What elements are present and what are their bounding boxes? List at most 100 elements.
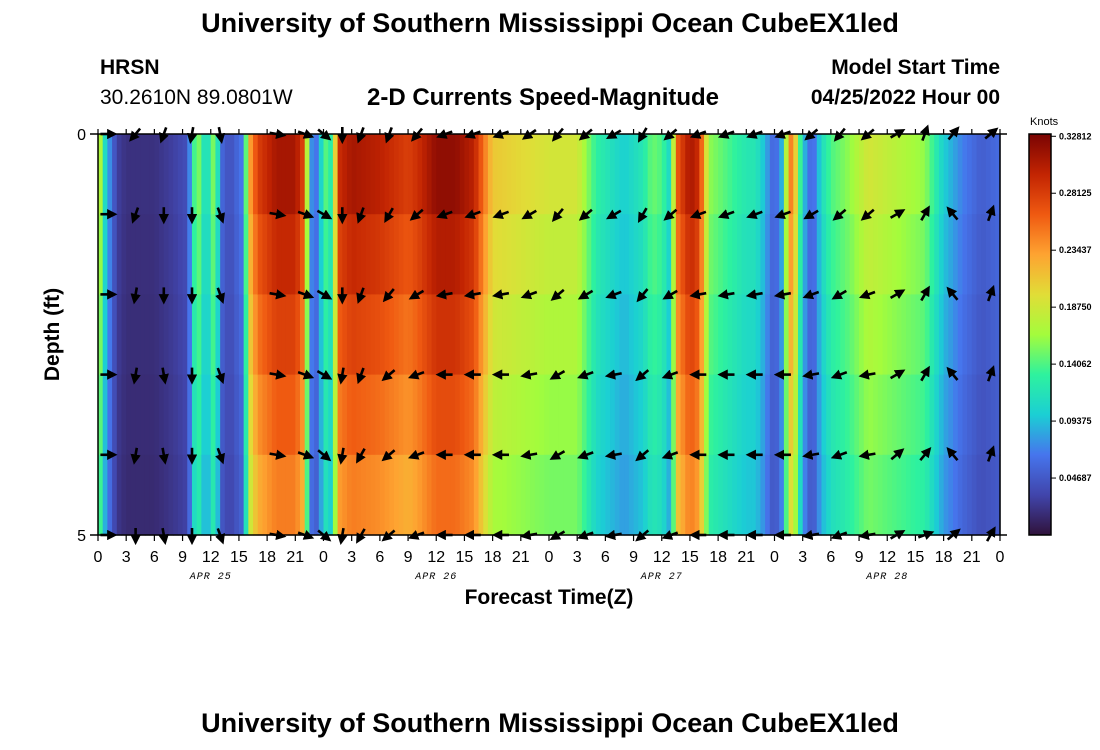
heatmap-cell xyxy=(929,454,935,536)
current-vector-arrow xyxy=(858,449,876,460)
heatmap-cell xyxy=(788,134,794,215)
heatmap-cell xyxy=(666,134,672,215)
current-vector-arrow xyxy=(858,289,876,300)
heatmap-cell xyxy=(403,134,409,215)
current-vector-arrow xyxy=(832,208,847,221)
heatmap-cell xyxy=(647,134,653,215)
heatmap-cell xyxy=(953,294,959,376)
heatmap-cell xyxy=(281,294,287,376)
heatmap-cell xyxy=(168,454,174,536)
heatmap-cell xyxy=(370,294,376,376)
heatmap-cell xyxy=(238,454,245,536)
heatmap-cell xyxy=(718,214,724,295)
heatmap-cell xyxy=(107,134,113,215)
heatmap-cell xyxy=(177,214,184,295)
heatmap-cell xyxy=(835,374,841,456)
heatmap-cell xyxy=(332,294,339,376)
heatmap-cell xyxy=(98,214,104,295)
heatmap-cell xyxy=(549,214,555,295)
heatmap-cell xyxy=(257,214,264,295)
current-vector-arrow xyxy=(550,288,565,301)
heatmap-cell xyxy=(830,454,837,536)
heatmap-cell xyxy=(882,134,888,215)
page-title: University of Southern Mississippi Ocean… xyxy=(201,8,899,38)
heatmap-cell xyxy=(812,294,818,376)
heatmap-cell xyxy=(934,134,940,215)
heatmap-cell xyxy=(107,374,113,456)
heatmap-cell xyxy=(948,454,954,536)
heatmap-cell xyxy=(957,294,964,376)
current-vector-arrow xyxy=(316,289,333,300)
heatmap-cell xyxy=(295,214,301,295)
heatmap-cell xyxy=(647,294,653,376)
heatmap-cell xyxy=(253,214,259,295)
heatmap-cell xyxy=(675,134,682,215)
heatmap-cell xyxy=(539,454,545,536)
heatmap-cell xyxy=(516,294,522,376)
heatmap-cell xyxy=(981,294,987,376)
heatmap-cell xyxy=(234,134,240,215)
heatmap-cell xyxy=(844,214,851,295)
heatmap-cell xyxy=(464,374,470,456)
heatmap-cell xyxy=(924,214,931,295)
heatmap-cell xyxy=(267,294,273,376)
heatmap-cell xyxy=(558,134,564,215)
heatmap-cell xyxy=(595,214,602,295)
current-vector-arrow xyxy=(215,447,225,465)
heatmap-cell xyxy=(901,294,907,376)
heatmap-cell xyxy=(318,294,325,376)
heatmap-cell xyxy=(976,214,982,295)
heatmap-cell xyxy=(516,374,522,456)
current-vector-arrow xyxy=(920,365,930,382)
heatmap-cell xyxy=(920,374,926,456)
x-tick-label: 3 xyxy=(798,549,807,566)
heatmap-cell xyxy=(746,454,752,536)
heatmap-cell xyxy=(445,214,451,295)
heatmap-cell xyxy=(426,134,433,215)
heatmap-cell xyxy=(891,454,898,536)
heatmap-cell xyxy=(196,134,202,215)
heatmap-cell xyxy=(516,454,522,536)
heatmap-cell xyxy=(812,374,818,456)
heatmap-cell xyxy=(276,214,282,295)
heatmap-cell xyxy=(525,374,531,456)
heatmap-cell xyxy=(924,134,931,215)
heatmap-cell xyxy=(844,134,851,215)
heatmap-cell xyxy=(657,214,663,295)
heatmap-cell xyxy=(473,374,480,456)
heatmap-cell xyxy=(990,214,996,295)
heatmap-cell xyxy=(802,374,808,456)
x-tick-label: 12 xyxy=(878,549,896,566)
x-tick-label: 0 xyxy=(319,549,328,566)
heatmap-cell xyxy=(262,214,268,295)
x-tick-label: 21 xyxy=(512,549,530,566)
heatmap-cell xyxy=(628,374,635,456)
heatmap-cell xyxy=(934,454,940,536)
heatmap-cell xyxy=(605,454,611,536)
current-vector-arrow xyxy=(520,449,538,460)
heatmap-cell xyxy=(398,294,404,376)
heatmap-cell xyxy=(929,294,935,376)
heatmap-cell xyxy=(924,294,931,376)
heatmap-cell xyxy=(901,214,907,295)
heatmap-cell xyxy=(774,374,780,456)
heatmap-cell xyxy=(121,374,127,456)
colorbar-tick-label: 0.32812 xyxy=(1059,131,1092,141)
heatmap-cell xyxy=(295,454,301,536)
heatmap-cell xyxy=(262,134,268,215)
heatmap-cell xyxy=(854,214,860,295)
heatmap-cell xyxy=(464,134,470,215)
heatmap-cell xyxy=(863,454,870,536)
heatmap-cell xyxy=(220,294,226,376)
heatmap-cell xyxy=(779,454,785,536)
heatmap-cell xyxy=(844,294,851,376)
heatmap-cell xyxy=(727,294,733,376)
heatmap-cell xyxy=(812,454,818,536)
x-tick-label: 15 xyxy=(456,549,474,566)
heatmap-cell xyxy=(290,214,296,295)
heatmap-cell xyxy=(943,214,949,295)
heatmap-cell xyxy=(807,134,813,215)
heatmap-cell xyxy=(408,134,414,215)
heatmap-cell xyxy=(962,374,968,456)
current-vector-arrow xyxy=(215,207,225,224)
